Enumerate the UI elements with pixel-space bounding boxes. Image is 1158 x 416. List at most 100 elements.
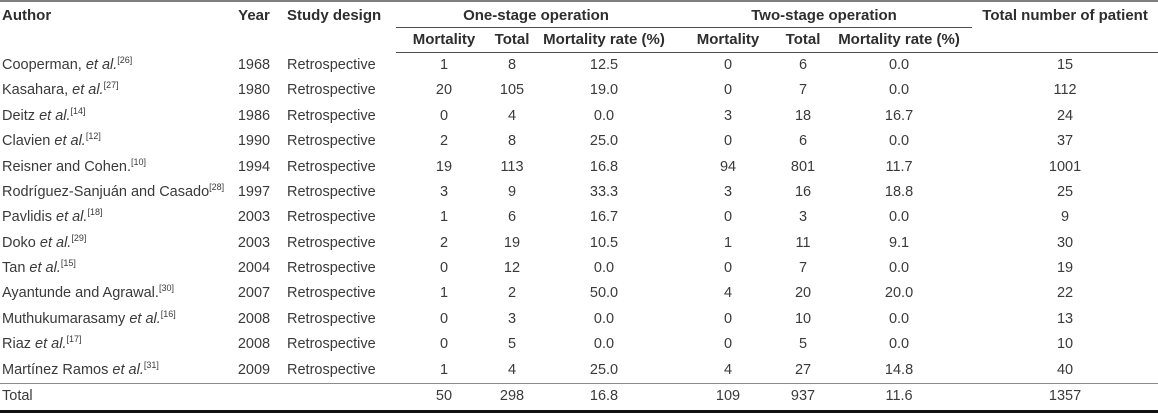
cell-ts-mortality: 0 (723, 310, 733, 327)
cell-os-mortality: 0 (439, 336, 449, 353)
cell-design: Retrospective (287, 158, 376, 175)
cell-author: Clavien et al.[12] (2, 131, 101, 150)
cell-os-rate: 10.5 (589, 234, 619, 251)
group-header-two-stage: Two-stage operation (676, 1, 973, 28)
cell-ts-rate: 0.0 (888, 82, 910, 99)
cell-os-rate: 33.3 (589, 183, 619, 200)
cell-author: Cooperman, et al.[26] (2, 54, 133, 73)
cell-os-total: 4 (507, 361, 517, 378)
cell-ts-mortality: 0 (723, 82, 733, 99)
et-al-italic: et al. (35, 336, 67, 353)
cell-author: Muthukumarasamy et al.[16] (2, 309, 176, 327)
cell-os-mortality: 0 (439, 310, 449, 327)
cell-os-mortality: 1 (439, 361, 449, 378)
cell-author: Rodríguez-Sanjuán and Casado[28] (2, 182, 225, 200)
cell-ts-rate: 11.7 (885, 158, 913, 175)
cell-os-total: 2 (507, 285, 517, 302)
cell-ts-rate: 9.1 (888, 234, 910, 251)
cell-year: 2004 (237, 260, 271, 277)
cell-patients: 112 (1053, 82, 1077, 99)
cell-author: Riaz et al.[17] (2, 334, 82, 353)
header-row-groups: Author Year Study design One-stage opera… (0, 1, 1158, 53)
cell-total-label: Total (0, 382, 232, 412)
cell-total-ts-total: 937 (780, 382, 827, 412)
cell-os-mortality: 2 (439, 234, 449, 251)
cell-patients: 10 (1056, 336, 1074, 353)
table-row: Rodríguez-Sanjuán and Casado[28] 1997 Retr… (0, 179, 1158, 204)
cell-author: Tan et al.[15] (2, 258, 76, 277)
cell-author: Martínez Ramos et al.[31] (2, 359, 159, 378)
cell-os-total: 19 (503, 234, 521, 251)
cell-year: 2009 (237, 361, 271, 378)
citation-ref: [18] (87, 207, 103, 218)
cell-total-year (232, 382, 276, 412)
cell-os-total: 9 (507, 183, 517, 200)
cell-os-mortality: 0 (439, 107, 449, 124)
table-row: Kasahara, et al.[27] 1980 Retrospective 20 1… (0, 78, 1158, 103)
cell-year: 1986 (237, 107, 271, 124)
et-al-italic: et al. (85, 56, 118, 73)
citation-ref: [29] (71, 232, 87, 243)
cell-os-total: 3 (507, 310, 517, 327)
cell-author: Reisner and Cohen.[10] (2, 156, 146, 175)
cell-design: Retrospective (287, 133, 376, 150)
cell-author: Pavlidis et al.[18] (2, 207, 103, 226)
cell-ts-mortality: 1 (723, 234, 733, 251)
col-header-one-stage-mortality: Mortality (396, 27, 492, 53)
cell-total-ts-rate: 11.6 (826, 382, 973, 412)
cell-ts-rate: 20.0 (884, 285, 914, 302)
cell-total-patients: 1357 (972, 382, 1158, 412)
table-row: Tan et al.[15] 2004 Retrospective 0 12 0.0 0 7 0… (0, 256, 1158, 281)
cell-ts-rate: 18.8 (884, 183, 914, 200)
cell-ts-mortality: 3 (723, 107, 733, 124)
cell-patients: 37 (1056, 133, 1074, 150)
et-al-italic: et al. (129, 310, 161, 327)
cell-year: 1994 (237, 158, 271, 175)
cell-os-rate: 0.0 (593, 336, 615, 353)
cell-os-total: 8 (507, 133, 517, 150)
table-row: Martínez Ramos et al.[31] 2009 Retrospecti… (0, 357, 1158, 383)
cell-ts-total: 20 (794, 285, 812, 302)
table-total-row: Total 50 298 16.8 109 937 11.6 1357 (0, 382, 1158, 412)
cell-design: Retrospective (287, 82, 376, 99)
cell-os-mortality: 20 (435, 82, 453, 99)
cell-year: 1997 (237, 183, 271, 200)
cell-patients: 24 (1056, 107, 1074, 124)
cell-ts-mortality: 0 (723, 260, 733, 277)
cell-total-os-mortality: 50 (396, 382, 492, 412)
cell-ts-rate: 0.0 (888, 209, 910, 226)
col-header-two-stage-total: Total (780, 27, 827, 53)
cell-ts-total: 16 (794, 183, 812, 200)
cell-patients: 19 (1056, 260, 1074, 277)
table-row: Doko et al.[29] 2003 Retrospective 2 19 10.5 1… (0, 230, 1158, 255)
et-al-italic: et al. (54, 133, 86, 150)
cell-patients: 30 (1056, 234, 1074, 251)
cell-design: Retrospective (287, 310, 376, 327)
cell-ts-total: 10 (794, 310, 812, 327)
cell-total-os-total: 298 (492, 382, 532, 412)
cell-design: Retrospective (287, 56, 376, 73)
cell-ts-mortality: 94 (719, 158, 737, 175)
cell-author: Kasahara, et al.[27] (2, 80, 119, 99)
cell-design: Retrospective (287, 285, 376, 302)
cell-os-mortality: 1 (439, 209, 449, 226)
cell-os-total: 5 (507, 336, 517, 353)
cell-author: Deitz et al.[14] (2, 105, 86, 124)
cell-ts-mortality: 4 (723, 285, 733, 302)
cell-ts-rate: 14.8 (884, 361, 914, 378)
cell-year: 2003 (237, 209, 271, 226)
cell-ts-rate: 0.0 (888, 56, 910, 73)
col-header-two-stage-mortality: Mortality (676, 27, 781, 53)
table-header: Author Year Study design One-stage opera… (0, 1, 1158, 53)
et-al-italic: et al. (56, 209, 88, 226)
cell-ts-mortality: 0 (723, 133, 733, 150)
cell-os-total: 113 (500, 158, 524, 175)
col-header-two-stage-rate: Mortality rate (%) (826, 27, 973, 53)
cell-author: Doko et al.[29] (2, 232, 87, 251)
cell-patients: 15 (1056, 56, 1074, 73)
cell-os-rate: 25.0 (589, 361, 619, 378)
cell-design: Retrospective (287, 336, 376, 353)
citation-ref: [26] (117, 54, 133, 65)
cell-year: 1990 (237, 133, 271, 150)
